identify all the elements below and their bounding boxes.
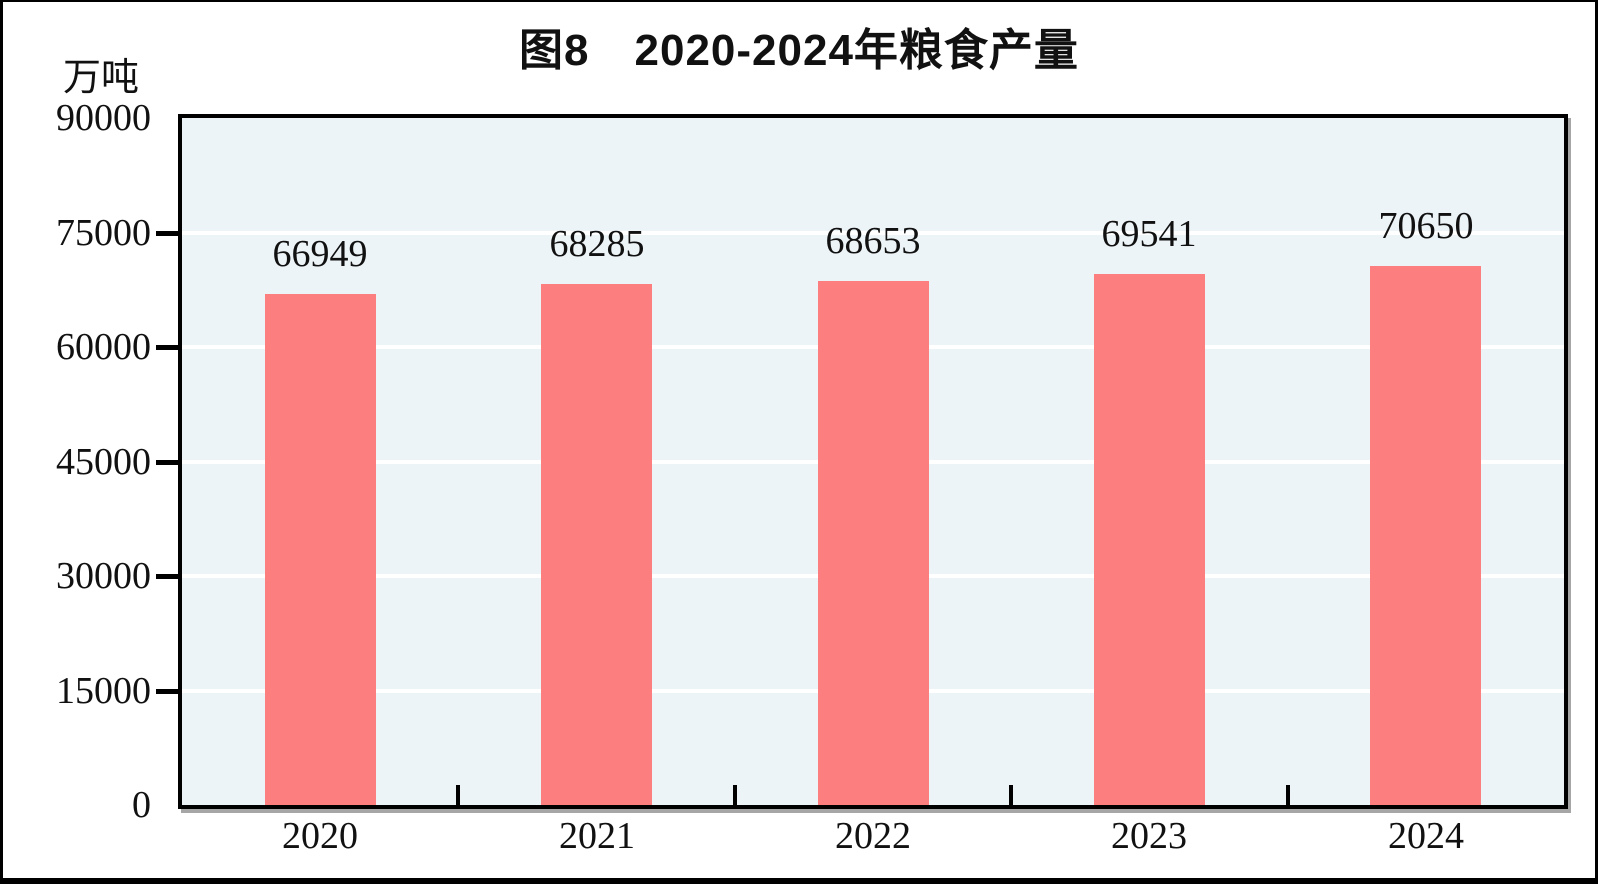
bar-value-label: 68285 bbox=[549, 223, 645, 265]
y-axis-unit-label: 万吨 bbox=[63, 57, 140, 99]
bar bbox=[818, 281, 929, 805]
plot-area bbox=[178, 114, 1568, 809]
y-axis-tick-mark bbox=[156, 688, 178, 694]
y-axis-tick-label: 75000 bbox=[56, 211, 151, 254]
x-axis-tick-label: 2020 bbox=[282, 815, 358, 857]
x-axis-tick-mark bbox=[1286, 785, 1290, 805]
x-axis-tick-label: 2023 bbox=[1111, 815, 1187, 857]
x-axis-tick-label: 2021 bbox=[559, 815, 635, 857]
bar-value-label: 70650 bbox=[1378, 205, 1474, 247]
x-axis-tick-mark bbox=[1009, 785, 1013, 805]
grid-line bbox=[182, 230, 1564, 235]
y-axis-tick-label: 0 bbox=[132, 784, 151, 826]
bar-value-label: 68653 bbox=[825, 220, 921, 262]
bar bbox=[541, 284, 652, 805]
bar-value-label: 66949 bbox=[272, 233, 368, 275]
y-axis-tick-label: 90000 bbox=[56, 97, 151, 139]
chart-title: 图8 2020-2024年粮食产量 bbox=[519, 26, 1079, 75]
y-axis-tick-mark bbox=[156, 574, 178, 579]
x-axis-tick-mark bbox=[733, 785, 737, 805]
y-axis-tick-label: 15000 bbox=[56, 669, 151, 712]
y-axis-tick-label: 45000 bbox=[56, 440, 151, 483]
bar bbox=[1094, 274, 1205, 805]
y-axis-tick-label: 60000 bbox=[56, 326, 151, 368]
bar bbox=[265, 294, 376, 805]
y-axis-tick-mark bbox=[156, 459, 178, 465]
y-axis-tick-mark bbox=[156, 230, 178, 236]
y-axis-tick-mark bbox=[156, 345, 178, 350]
y-axis-tick-label: 30000 bbox=[56, 555, 151, 597]
bar bbox=[1370, 266, 1481, 805]
x-axis-tick-mark bbox=[456, 785, 460, 805]
bar-value-label: 69541 bbox=[1101, 213, 1197, 255]
x-axis-tick-label: 2022 bbox=[835, 815, 911, 857]
x-axis-tick-label: 2024 bbox=[1388, 815, 1464, 857]
